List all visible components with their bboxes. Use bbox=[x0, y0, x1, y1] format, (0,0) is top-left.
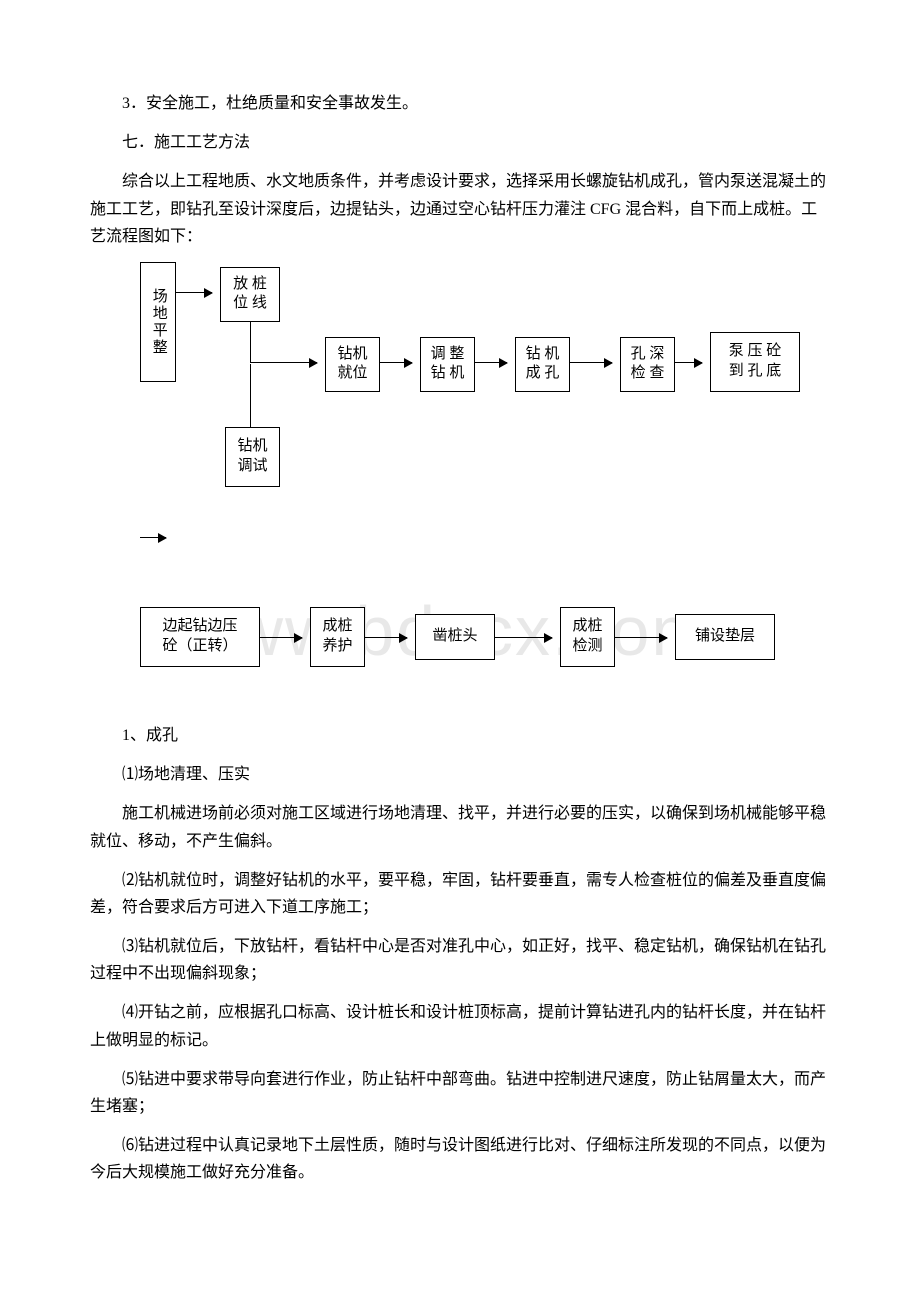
flowchart-bottom: www.bdocx.com 边起钻边压砼（正转）成桩养护凿桩头成桩检测铺设垫层 bbox=[120, 602, 860, 682]
arrow bbox=[675, 362, 702, 363]
item-5: ⑸钻进中要求带导向套进行作业，防止钻杆中部弯曲。钻进中控制进尺速度，防止钻屑量太… bbox=[90, 1066, 830, 1120]
arrow bbox=[615, 637, 667, 638]
flowchart-node-m1: 边起钻边压砼（正转） bbox=[140, 607, 260, 667]
arrow bbox=[250, 362, 317, 363]
arrow bbox=[570, 362, 612, 363]
arrow bbox=[380, 362, 412, 363]
item-2: ⑵钻机就位时，调整好钻机的水平，要平稳，牢固，钻杆要垂直，需专人检查桩位的偏差及… bbox=[90, 867, 830, 921]
item-1: ⑴场地清理、压实 bbox=[90, 761, 830, 788]
flowchart-top: 场地平整 放 桩位 线钻机就位调 整钻 机钻 机成 孔孔 深检 查泵 压 砼到 孔… bbox=[120, 262, 860, 502]
arrow bbox=[495, 637, 552, 638]
flowchart-node-n2: 放 桩位 线 bbox=[220, 267, 280, 322]
flowchart-node-m4: 成桩检测 bbox=[560, 607, 615, 667]
flowchart-node-n6: 孔 深检 查 bbox=[620, 337, 675, 392]
flowchart-node-n3: 钻机就位 bbox=[325, 337, 380, 392]
flowchart-node-n8: 钻机调试 bbox=[225, 427, 280, 487]
arrow bbox=[260, 637, 302, 638]
arrow bbox=[176, 292, 212, 293]
arrow bbox=[475, 362, 507, 363]
flowchart-node-n4: 调 整钻 机 bbox=[420, 337, 475, 392]
subheading-1: 1、成孔 bbox=[90, 722, 830, 749]
para-intro: 综合以上工程地质、水文地质条件，并考虑设计要求，选择采用长螺旋钻机成孔，管内泵送… bbox=[90, 168, 830, 250]
para-item1-body: 施工机械进场前必须对施工区域进行场地清理、找平，并进行必要的压实，以确保到场机械… bbox=[90, 800, 830, 854]
flowchart-node-m2: 成桩养护 bbox=[310, 607, 365, 667]
para-safety: 3．安全施工，杜绝质量和安全事故发生。 bbox=[90, 90, 830, 117]
flowchart-node-n1: 场地平整 bbox=[140, 262, 176, 382]
item-6: ⑹钻进过程中认真记录地下土层性质，随时与设计图纸进行比对、仔细标注所发现的不同点… bbox=[90, 1132, 830, 1186]
flowchart-node-m5: 铺设垫层 bbox=[675, 614, 775, 660]
connector bbox=[250, 322, 251, 362]
arrow bbox=[365, 637, 407, 638]
item-4: ⑷开钻之前，应根据孔口标高、设计桩长和设计桩顶标高，提前计算钻进孔内的钻杆长度，… bbox=[90, 999, 830, 1053]
flowchart-continuation-arrow bbox=[120, 522, 860, 562]
section-heading: 七．施工工艺方法 bbox=[90, 129, 830, 156]
flowchart-node-n7: 泵 压 砼到 孔 底 bbox=[710, 332, 800, 392]
item-3: ⑶钻机就位后，下放钻杆，看钻杆中心是否对准孔中心，如正好，找平、稳定钻机，确保钻… bbox=[90, 933, 830, 987]
flowchart-node-n5: 钻 机成 孔 bbox=[515, 337, 570, 392]
flowchart-node-m3: 凿桩头 bbox=[415, 614, 495, 660]
connector bbox=[250, 364, 251, 427]
